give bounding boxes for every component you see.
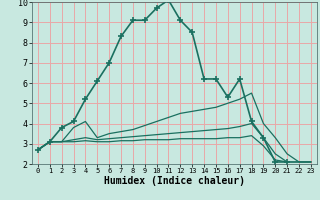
- X-axis label: Humidex (Indice chaleur): Humidex (Indice chaleur): [104, 176, 245, 186]
